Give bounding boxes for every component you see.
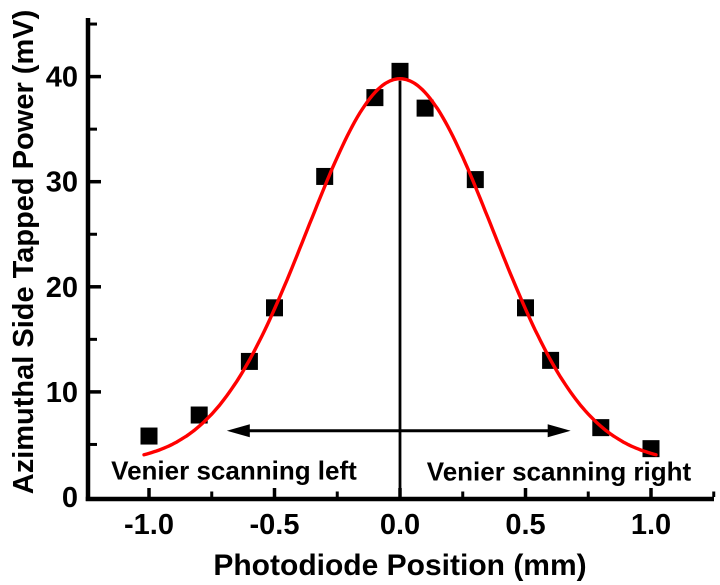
annotation-scanning-left: Venier scanning left bbox=[111, 455, 357, 486]
x-axis-title: Photodiode Position (mm) bbox=[213, 549, 587, 582]
data-point-marker bbox=[366, 89, 384, 107]
data-point-marker bbox=[140, 427, 158, 445]
data-point-marker bbox=[416, 99, 434, 117]
gaussian-fit-curve bbox=[142, 76, 658, 457]
x-tick-label: 1.0 bbox=[631, 509, 671, 541]
data-point-marker bbox=[391, 62, 409, 80]
y-axis-title: Azimuthal Side Tapped Power (mV) bbox=[8, 9, 40, 495]
y-tick-label: 10 bbox=[46, 377, 78, 409]
y-tick-label: 0 bbox=[62, 482, 78, 514]
scan-range-arrowhead-left-icon bbox=[226, 424, 250, 438]
data-point-marker bbox=[190, 406, 208, 424]
x-tick-label: -0.5 bbox=[250, 509, 300, 541]
x-tick-label: 0.0 bbox=[380, 509, 420, 541]
annotation-scanning-right: Venier scanning right bbox=[426, 456, 692, 487]
x-tick-label: 0.5 bbox=[505, 509, 545, 541]
scan-range-arrowhead-right-icon bbox=[547, 424, 571, 438]
y-tick-label: 20 bbox=[46, 272, 78, 304]
y-tick-label: 30 bbox=[46, 167, 78, 199]
y-tick-label: 40 bbox=[46, 62, 78, 94]
x-tick-label: -1.0 bbox=[124, 509, 174, 541]
